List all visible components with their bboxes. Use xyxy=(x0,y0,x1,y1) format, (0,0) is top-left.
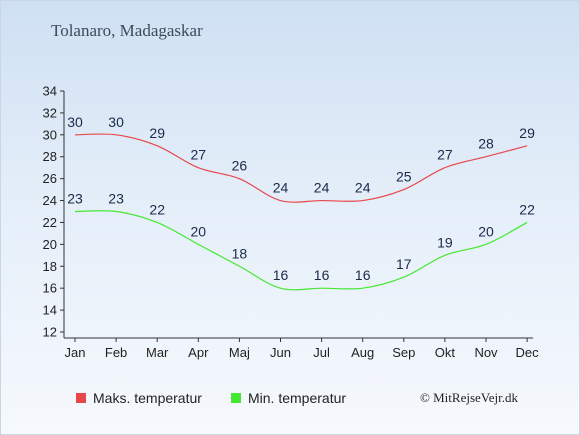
x-tick-label: Okt xyxy=(435,345,456,360)
y-tick-label: 26 xyxy=(43,171,57,186)
y-tick-label: 14 xyxy=(43,303,57,318)
data-label-max: 29 xyxy=(149,125,165,141)
y-tick-label: 16 xyxy=(43,281,57,296)
legend-swatch-min xyxy=(231,393,241,403)
legend-swatch-max xyxy=(76,393,86,403)
data-label-max: 27 xyxy=(191,147,207,163)
data-label-max: 29 xyxy=(519,125,535,141)
data-label-max: 30 xyxy=(67,114,83,130)
chart-title: Tolanaro, Madagaskar xyxy=(51,21,203,40)
data-label-max: 24 xyxy=(355,180,371,196)
data-label-min: 18 xyxy=(232,245,248,261)
data-label-max: 24 xyxy=(273,180,289,196)
legend-item-min: Min. temperatur xyxy=(231,390,346,406)
data-label-max: 24 xyxy=(314,180,330,196)
y-tick-label: 22 xyxy=(43,215,57,230)
y-tick-label: 24 xyxy=(43,193,57,208)
x-tick-label: Dec xyxy=(516,345,540,360)
copyright-text: © MitRejseVejr.dk xyxy=(420,390,518,405)
x-tick-label: Mar xyxy=(146,345,169,360)
legend-label-min: Min. temperatur xyxy=(248,390,347,406)
data-label-max: 27 xyxy=(437,147,453,163)
data-label-max: 26 xyxy=(232,158,248,174)
y-tick-label: 34 xyxy=(43,84,57,99)
y-tick-label: 20 xyxy=(43,237,57,252)
data-label-min: 23 xyxy=(108,191,124,207)
legend-label-max: Maks. temperatur xyxy=(93,390,202,406)
y-tick-label: 12 xyxy=(43,325,57,340)
data-label-min: 22 xyxy=(519,201,535,217)
y-tick-label: 18 xyxy=(43,259,57,274)
data-label-max: 30 xyxy=(108,114,124,130)
x-tick-label: Apr xyxy=(188,345,209,360)
data-label-max: 25 xyxy=(396,169,412,185)
data-label-min: 22 xyxy=(149,201,165,217)
x-tick-label: Feb xyxy=(105,345,127,360)
data-label-min: 20 xyxy=(478,223,494,239)
x-tick-label: Aug xyxy=(351,345,374,360)
data-label-min: 23 xyxy=(67,191,83,207)
x-tick-label: Jan xyxy=(65,345,86,360)
x-tick-label: Jul xyxy=(313,345,330,360)
data-label-min: 16 xyxy=(355,267,371,283)
data-label-min: 16 xyxy=(314,267,330,283)
data-label-min: 17 xyxy=(396,256,412,272)
x-tick-label: Jun xyxy=(270,345,291,360)
series-line-max xyxy=(74,133,528,203)
data-label-min: 20 xyxy=(191,223,207,239)
y-tick-label: 32 xyxy=(43,105,57,120)
data-label-max: 28 xyxy=(478,136,494,152)
data-label-min: 19 xyxy=(437,234,453,250)
data-label-min: 16 xyxy=(273,267,289,283)
x-tick-label: Sep xyxy=(392,345,415,360)
x-tick-label: Maj xyxy=(229,345,250,360)
series-line-min xyxy=(74,210,528,291)
y-tick-label: 28 xyxy=(43,149,57,164)
y-tick-label: 30 xyxy=(43,127,57,142)
x-tick-label: Nov xyxy=(474,345,498,360)
legend-item-max: Maks. temperatur xyxy=(76,390,202,406)
